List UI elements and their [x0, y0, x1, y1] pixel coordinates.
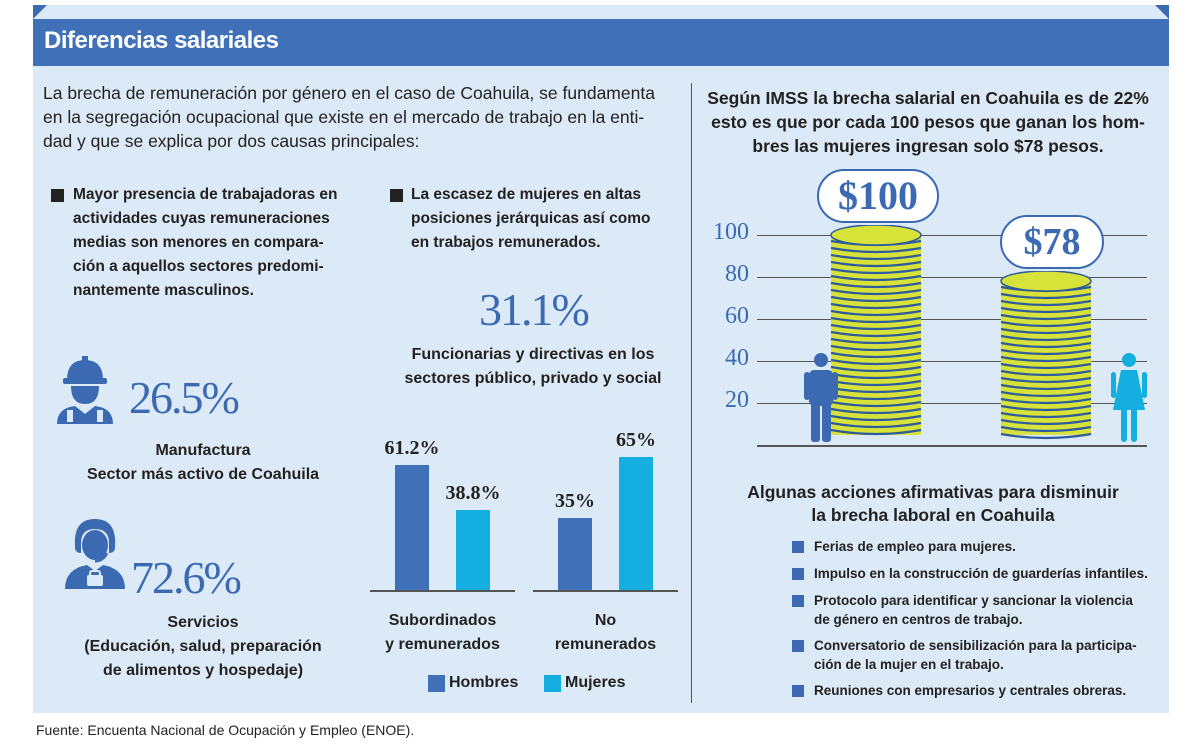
y-tick-label: 100 [713, 219, 749, 245]
bar-mujeres [456, 510, 490, 590]
list-item: Ferias de empleo para mujeres. [814, 539, 1016, 554]
bar-hombres [395, 464, 429, 590]
gridline [757, 277, 1147, 278]
list-item: Protocolo para identificar y sancionar l… [814, 593, 1133, 627]
source-note: Fuente: Encuenta Nacional de Ocupación y… [36, 722, 415, 738]
page-title: Diferencias salariales [44, 27, 279, 54]
value-bubble-hombres: $100 [817, 169, 939, 223]
bar-value-label: 38.8% [445, 482, 501, 505]
bullet-square [792, 595, 804, 607]
bullet-square [792, 640, 804, 652]
list-item: Impulso en la construcción de guarderías… [814, 566, 1148, 581]
funcionarias-label: Funcionarias y directivas en los sectore… [404, 346, 662, 387]
bullet-square [390, 189, 403, 202]
list-item: Conversatorio de sensibilización para la… [814, 638, 1137, 672]
value-bubble-mujeres: $78 [1000, 215, 1104, 270]
y-tick-label: 80 [725, 261, 749, 287]
imss-title: Según IMSS la brecha salarial en Coahuil… [707, 88, 1149, 156]
service-worker-headset-icon [65, 519, 125, 589]
y-tick-label: 40 [725, 345, 749, 371]
cause-1-text: Mayor presencia de trabajadoras en activ… [73, 186, 338, 299]
worker-helmet-icon [57, 356, 113, 424]
intro-text: La brecha de remuneración por género en … [43, 83, 655, 151]
servicios-percent: 72.6% [131, 552, 242, 603]
bar-hombres [558, 518, 592, 590]
manufactura-percent: 26.5% [129, 372, 240, 423]
bullet-square [792, 541, 804, 553]
category-label: Subordinados y remunerados [385, 612, 500, 653]
actions-title: Algunas acciones afirmativas para dismin… [747, 482, 1119, 525]
legend-swatch-hombres [428, 675, 445, 692]
infographic-panel: Diferencias salariales La brecha de remu… [33, 5, 1169, 713]
bar-value-label: 61.2% [384, 436, 440, 459]
list-item: Reuniones con empresarios y centrales ob… [814, 683, 1127, 698]
bullet-square [792, 685, 804, 697]
servicios-label: Servicios (Educación, salud, preparación… [84, 614, 322, 679]
coin-stack-mujeres [1000, 271, 1092, 440]
manufactura-label: Manufactura Sector más activo de Coahuil… [86, 442, 320, 483]
gridline [757, 403, 1147, 404]
funcionarias-percent: 31.1% [479, 284, 590, 335]
baseline [757, 445, 1147, 447]
header-bar: Diferencias salariales [33, 19, 1169, 66]
gridline [757, 235, 1147, 236]
legend-label-hombres: Hombres [449, 674, 519, 691]
y-tick-label: 20 [725, 387, 749, 413]
cause-2-text: La escasez de mujeres en altas posicione… [411, 186, 651, 251]
man-icon [804, 353, 838, 442]
x-axis-line [370, 590, 515, 592]
coin-stack-hombres [830, 225, 922, 436]
woman-icon [1111, 353, 1147, 442]
bar-mujeres [619, 456, 653, 590]
bar-value-label: 65% [616, 428, 656, 451]
bar-value-label: 35% [555, 490, 595, 513]
gridline [757, 319, 1147, 320]
y-tick-label: 60 [725, 303, 749, 329]
gridline [757, 361, 1147, 362]
x-axis-line [533, 590, 678, 592]
category-label: No remunerados [554, 612, 657, 653]
bullet-square [792, 568, 804, 580]
legend-swatch-mujeres [544, 675, 561, 692]
column-divider [691, 83, 692, 703]
legend-label-mujeres: Mujeres [565, 674, 626, 691]
bullet-square [51, 189, 64, 202]
